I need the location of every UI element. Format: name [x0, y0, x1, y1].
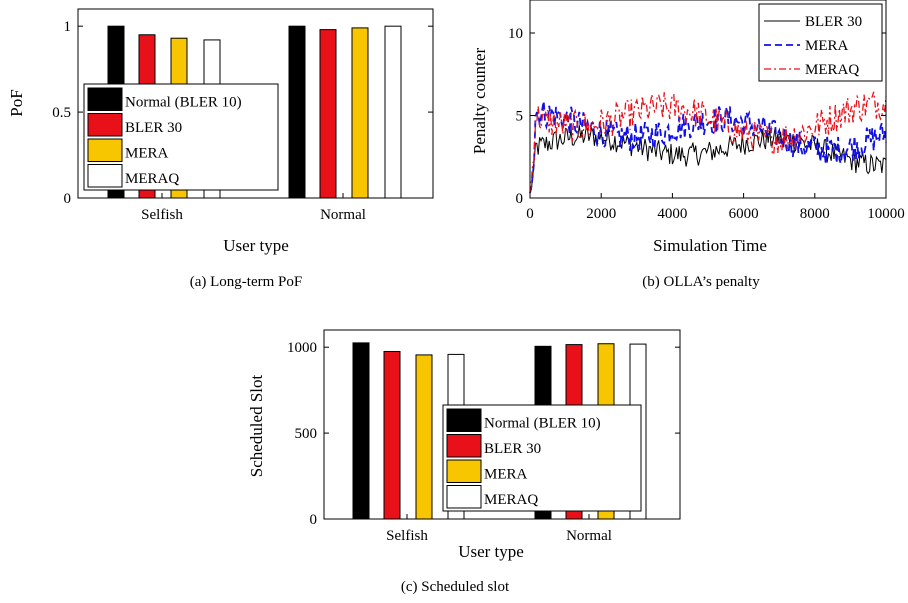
- line-meraq: [529, 91, 887, 194]
- panel-b-caption: (b) OLLA’s penalty: [642, 274, 760, 290]
- bar-normal-3: [384, 25, 402, 199]
- x-tick-label: 2000: [586, 206, 616, 222]
- x-tick-label: Normal: [320, 207, 366, 223]
- legend-entry: MERAQ: [125, 171, 179, 187]
- panel-c-plot-frame: [323, 329, 681, 520]
- panel-b-legend: BLER 30 MERA MERAQ: [758, 3, 883, 82]
- legend-swatch: [87, 138, 123, 162]
- legend-swatch: [87, 113, 123, 137]
- panel-a-caption: (a) Long-term PoF: [190, 274, 302, 290]
- legend-swatch: [446, 485, 482, 509]
- legend-swatch: [446, 434, 482, 458]
- legend-entry: BLER 30: [805, 14, 862, 30]
- legend-entry: MERAQ: [805, 62, 859, 78]
- legend-entry: BLER 30: [125, 120, 182, 136]
- panel-b-y-ticks: 0 5 10: [508, 26, 886, 207]
- x-tick-label: 6000: [729, 206, 759, 222]
- panel-b-x-ticks: 0 2000 4000 6000 8000 10000: [526, 193, 905, 222]
- y-tick-label: 10: [508, 26, 523, 42]
- legend-entry: Normal (BLER 10): [484, 416, 601, 432]
- panel-c-y-ticks: 0 500 1000: [287, 340, 680, 528]
- legend-swatch: [446, 408, 482, 432]
- panel-c-y-axis-label: Scheduled Slot: [247, 374, 266, 477]
- y-tick-label: 5: [516, 109, 524, 125]
- panel-a-long-term-pof: 00.51 Selfish Normal PoF User type Normal…: [7, 8, 434, 290]
- bar-normal-1: [319, 29, 337, 199]
- x-tick-label: 4000: [657, 206, 687, 222]
- y-tick-label: 0.5: [52, 105, 71, 121]
- x-tick-label: Selfish: [386, 528, 428, 544]
- y-tick-label: 500: [295, 426, 318, 442]
- bar-normal-0: [288, 25, 306, 199]
- y-tick-label: 1000: [287, 340, 317, 356]
- line-mera: [529, 100, 887, 194]
- panel-c-x-ticks: Selfish Normal: [386, 514, 612, 544]
- panel-b-olla-penalty: 0 5 10 0 2000 4000 6000 8000 10000 Penalty coun…: [470, 0, 905, 290]
- x-tick-label: 0: [526, 206, 534, 222]
- legend-box: [758, 3, 883, 82]
- bar-selfish-0: [352, 342, 370, 520]
- panel-a-legend: Normal (BLER 10) BLER 30 MERA MERAQ: [83, 83, 279, 191]
- panel-c-legend: Normal (BLER 10) BLER 30 MERA MERAQ: [442, 404, 642, 512]
- x-tick-label: Selfish: [141, 207, 183, 223]
- bar-normal-2: [351, 27, 369, 199]
- y-tick-label: 0: [64, 191, 72, 207]
- legend-swatch: [87, 87, 123, 111]
- y-tick-label: 0: [310, 512, 318, 528]
- panel-a-y-ticks: 00.51: [52, 19, 433, 207]
- panel-b-y-axis-label: Penalty counter: [470, 48, 489, 155]
- legend-entry: MERAQ: [484, 492, 538, 508]
- legend-swatch: [87, 164, 123, 188]
- legend-entry: MERA: [484, 467, 528, 483]
- bar-selfish-2: [415, 354, 433, 520]
- legend-swatch: [446, 459, 482, 483]
- panel-c-caption: (c) Scheduled slot: [401, 579, 510, 595]
- y-tick-label: 1: [64, 19, 72, 35]
- panel-a-y-axis-label: PoF: [7, 89, 26, 116]
- x-tick-label: Normal: [566, 528, 612, 544]
- panel-c-x-axis-label: User type: [458, 542, 524, 561]
- legend-entry: BLER 30: [484, 441, 541, 457]
- panel-a-plot-frame: [77, 8, 434, 199]
- legend-entry: Normal (BLER 10): [125, 95, 242, 111]
- panel-b-lines: [529, 91, 887, 194]
- x-tick-label: 10000: [867, 206, 905, 222]
- line-bler-30: [529, 125, 887, 194]
- y-tick-label: 0: [516, 191, 524, 207]
- panel-b-plot-frame: [529, 0, 887, 199]
- legend-entry: MERA: [125, 146, 169, 162]
- panel-b-x-axis-label: Simulation Time: [653, 236, 767, 255]
- panel-c-scheduled-slot: 0 500 1000 Selfish Normal Scheduled Slot Us…: [247, 329, 681, 595]
- bar-selfish-1: [383, 350, 401, 520]
- panel-a-x-axis-label: User type: [223, 236, 289, 255]
- x-tick-label: 8000: [800, 206, 830, 222]
- legend-entry: MERA: [805, 38, 849, 54]
- panel-a-x-ticks: Selfish Normal: [141, 193, 366, 223]
